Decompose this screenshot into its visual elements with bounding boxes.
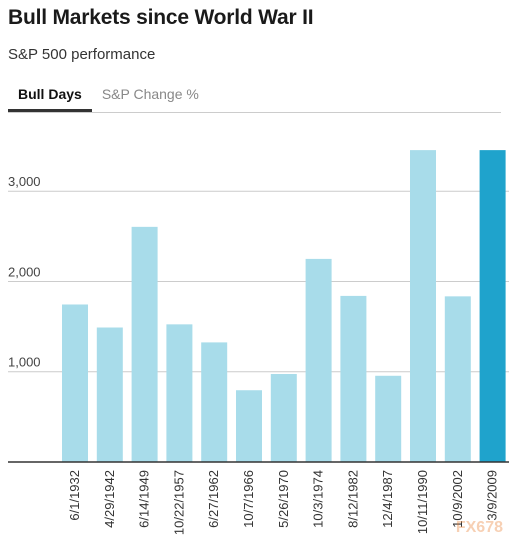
x-tick-label: 4/29/1942 (102, 470, 117, 528)
x-tick-label: 6/1/1932 (67, 470, 82, 521)
bar-7 (305, 258, 332, 462)
bar-12 (479, 150, 506, 462)
bar-8 (340, 295, 367, 462)
y-tick-label: 1,000 (8, 355, 41, 370)
x-tick-label: 6/14/1949 (137, 470, 152, 528)
bar-4 (201, 342, 228, 462)
tab-divider (8, 112, 501, 113)
y-tick-label: 3,000 (8, 174, 41, 189)
tab-sp-change[interactable]: S&P Change % (101, 86, 199, 102)
bar-9 (375, 375, 402, 462)
x-tick-label: 5/26/1970 (276, 470, 291, 528)
tab-bull-days[interactable]: Bull Days (8, 80, 92, 112)
bar-0 (62, 304, 88, 462)
chart-title: Bull Markets since World War II (8, 6, 314, 29)
x-tick-label: 6/27/1962 (206, 470, 221, 528)
x-tick-label: 12/4/1987 (380, 470, 395, 528)
bar-10 (410, 150, 436, 462)
x-tick-label: 10/7/1966 (241, 470, 256, 528)
bar-2 (131, 226, 158, 462)
bar-1 (96, 327, 123, 462)
bar-6 (270, 373, 297, 462)
x-tick-label: 8/12/1982 (345, 470, 360, 528)
bar-11 (444, 296, 471, 462)
bar-5 (236, 390, 262, 462)
x-tick-label: 3/9/2009 (485, 470, 500, 521)
x-tick-label: 10/22/1957 (171, 470, 186, 535)
bar-3 (166, 324, 193, 462)
chart-subtitle: S&P 500 performance (8, 46, 156, 63)
watermark: FX678 (455, 519, 503, 536)
x-tick-label: 10/3/1974 (311, 470, 326, 528)
x-tick-label: 10/9/2002 (450, 470, 465, 528)
tab-bar: Bull Days S&P Change % (8, 80, 209, 112)
x-tick-label: 10/11/1990 (415, 470, 430, 534)
y-tick-label: 2,000 (8, 264, 41, 279)
